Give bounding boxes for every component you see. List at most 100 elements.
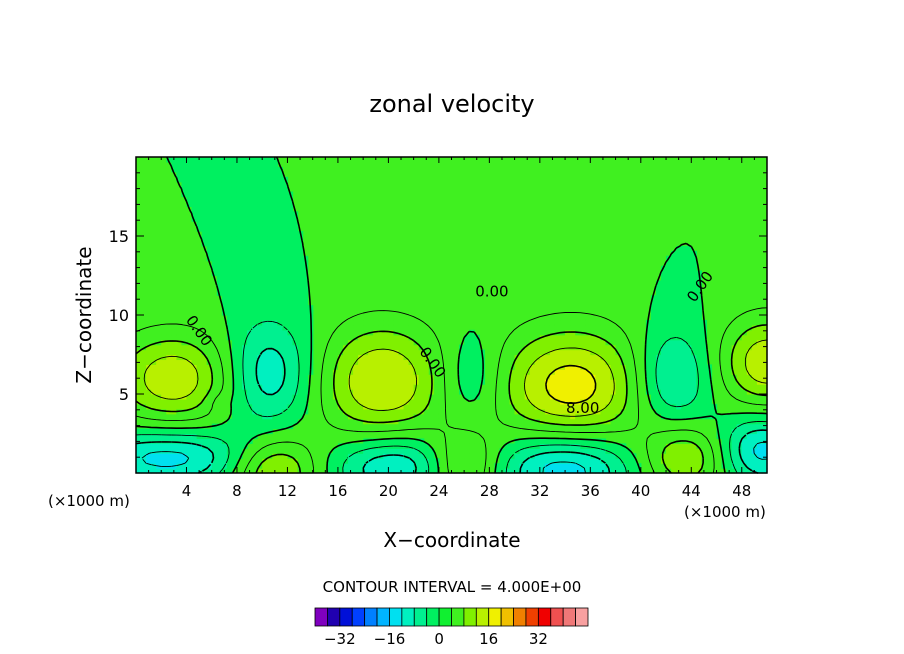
field-cell bbox=[459, 468, 465, 474]
field-cell bbox=[353, 443, 359, 449]
field-cell bbox=[282, 270, 289, 277]
field-cell bbox=[272, 211, 278, 217]
field-cell bbox=[231, 211, 238, 217]
field-cell bbox=[176, 329, 183, 336]
field-cell bbox=[201, 389, 208, 395]
field-cell bbox=[262, 448, 268, 454]
field-cell bbox=[570, 453, 576, 459]
field-cell bbox=[509, 379, 516, 385]
field-cell bbox=[676, 265, 682, 272]
field-cell bbox=[373, 310, 379, 316]
field-cell bbox=[701, 443, 708, 449]
field-cell bbox=[383, 458, 389, 464]
field-cell bbox=[226, 443, 233, 449]
field-cell bbox=[605, 468, 612, 474]
field-cell bbox=[211, 240, 218, 247]
field-cell bbox=[565, 403, 571, 410]
field-cell bbox=[262, 389, 268, 395]
field-cell bbox=[216, 443, 223, 449]
field-cell bbox=[231, 315, 238, 321]
field-cell bbox=[267, 329, 273, 336]
field-cell bbox=[297, 319, 304, 326]
field-cell bbox=[676, 433, 682, 440]
field-cell bbox=[408, 453, 415, 459]
field-cell bbox=[736, 369, 743, 375]
field-cell bbox=[761, 334, 768, 341]
field-cell bbox=[600, 413, 607, 420]
field-cell bbox=[368, 458, 374, 464]
field-cell bbox=[570, 463, 576, 469]
field-cell bbox=[479, 443, 485, 449]
field-cell bbox=[726, 334, 733, 341]
field-cell bbox=[418, 453, 425, 459]
field-cell bbox=[236, 201, 243, 207]
field-cell bbox=[342, 339, 349, 346]
field-cell bbox=[580, 324, 586, 331]
field-cell bbox=[272, 191, 278, 198]
field-cell bbox=[681, 428, 687, 435]
field-cell bbox=[676, 255, 682, 262]
field-cell bbox=[282, 181, 289, 188]
field-cell bbox=[600, 319, 607, 326]
field-cell bbox=[342, 349, 349, 356]
field-cell bbox=[262, 423, 268, 430]
field-cell bbox=[428, 364, 435, 370]
field-cell bbox=[691, 364, 697, 370]
field-cell bbox=[615, 374, 622, 380]
field-cell bbox=[257, 176, 263, 183]
field-cell bbox=[630, 384, 637, 390]
field-cell bbox=[655, 354, 662, 361]
colorbar-swatch bbox=[401, 607, 415, 627]
field-cell bbox=[211, 255, 218, 262]
field-cell bbox=[671, 384, 677, 390]
field-cell bbox=[509, 344, 516, 351]
field-cell bbox=[549, 448, 556, 454]
field-cell bbox=[650, 344, 657, 351]
field-cell bbox=[267, 468, 273, 474]
field-cell bbox=[524, 324, 531, 331]
field-cell bbox=[196, 364, 203, 370]
field-cell bbox=[231, 176, 238, 183]
field-cell bbox=[247, 191, 253, 198]
field-cell bbox=[307, 344, 314, 351]
field-cell bbox=[277, 181, 283, 188]
field-cell bbox=[201, 236, 208, 242]
field-cell bbox=[267, 423, 273, 430]
field-cell bbox=[327, 408, 334, 415]
field-cell bbox=[191, 369, 198, 375]
field-cell bbox=[676, 270, 682, 277]
field-cell bbox=[519, 438, 526, 444]
field-cell bbox=[549, 339, 556, 346]
field-cell bbox=[267, 310, 273, 316]
field-cell bbox=[206, 176, 213, 183]
field-cell bbox=[262, 374, 268, 380]
field-cell bbox=[236, 161, 243, 168]
field-cell bbox=[605, 423, 612, 430]
field-cell bbox=[655, 379, 662, 385]
field-cell bbox=[701, 408, 708, 415]
field-cell bbox=[645, 384, 652, 390]
field-cell bbox=[504, 384, 511, 390]
field-cell bbox=[575, 408, 581, 415]
field-cell bbox=[519, 403, 526, 410]
field-cell bbox=[383, 389, 389, 395]
field-cell bbox=[681, 433, 687, 440]
field-cell bbox=[620, 453, 627, 459]
field-cell bbox=[751, 369, 758, 375]
field-cell bbox=[236, 418, 243, 425]
field-cell bbox=[206, 428, 213, 435]
field-cell bbox=[509, 413, 516, 420]
field-cell bbox=[171, 359, 177, 365]
field-cell bbox=[297, 315, 304, 321]
field-cell bbox=[307, 329, 314, 336]
field-cell bbox=[736, 364, 743, 370]
field-cell bbox=[151, 334, 157, 341]
field-cell bbox=[242, 157, 248, 163]
field-cell bbox=[469, 389, 475, 395]
field-cell bbox=[660, 329, 667, 336]
field-cell bbox=[701, 354, 708, 361]
field-cell bbox=[136, 463, 142, 469]
field-cell bbox=[327, 369, 334, 375]
field-cell bbox=[267, 305, 273, 311]
field-cell bbox=[565, 369, 571, 375]
